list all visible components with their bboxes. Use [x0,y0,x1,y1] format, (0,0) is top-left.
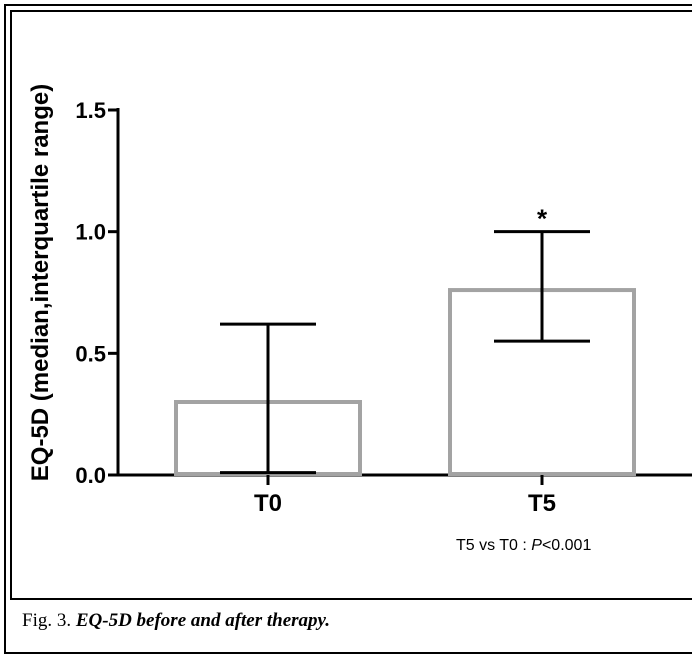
stat-note-prefix: T5 vs T0 : [456,537,531,554]
bars [174,288,636,477]
stat-note-suffix: <0.001 [542,537,591,554]
stat-note: T5 vs T0 : P<0.001 [456,537,591,554]
bar-chart: 0.0 0.5 1.0 1.5 T0 T5 * EQ-5D (median,interq… [27,84,692,554]
error-bars [220,230,590,475]
annotations: * [537,204,548,234]
y-axis-label: EQ-5D (median,interquartile range) [27,84,54,481]
figure-caption: Fig. 3. EQ-5D before and after therapy. [22,610,330,632]
y-ticks: 0.0 0.5 1.0 1.5 [75,98,118,488]
x-tick-label-t0: T0 [254,490,282,517]
caption-label: Fig. 3. [22,610,72,631]
plot-panel [10,10,692,600]
caption-title: EQ-5D before and after therapy. [75,610,331,631]
y-tick-label: 0.5 [75,341,106,366]
x-ticks: T0 T5 [254,475,556,517]
y-tick-label: 1.5 [75,98,106,123]
y-tick-label: 0.0 [75,463,106,488]
stat-note-p: P [531,537,542,554]
y-tick-label: 1.0 [75,220,106,245]
significance-asterisk: * [537,204,548,234]
x-tick-label-t5: T5 [528,490,556,517]
